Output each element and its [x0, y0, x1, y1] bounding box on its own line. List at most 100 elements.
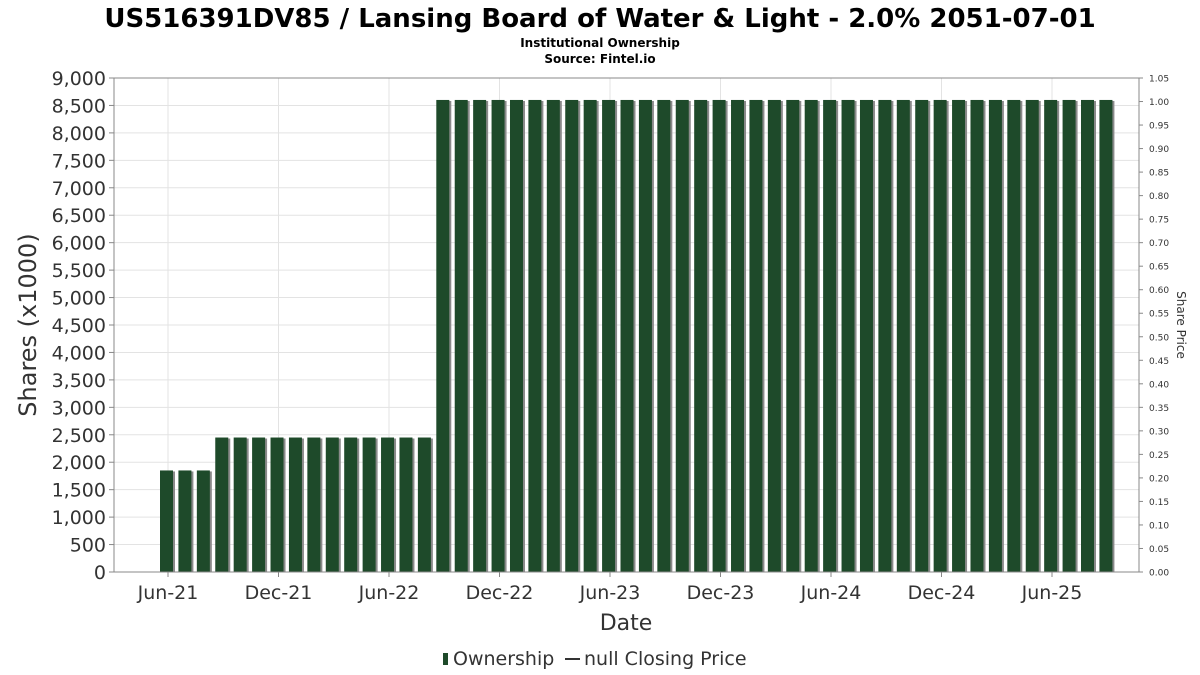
bar — [1025, 99, 1039, 572]
bar — [712, 99, 726, 572]
x-tick-label: Jun-22 — [358, 582, 420, 604]
y-tick-label: 1,500 — [52, 480, 106, 502]
y2-tick-label: 0.55 — [1149, 310, 1169, 320]
bar — [344, 437, 358, 572]
y-axis-label: Shares (x1000) — [14, 233, 42, 416]
y2-tick-label: 0.85 — [1149, 169, 1169, 179]
bar — [1081, 99, 1094, 572]
bar — [859, 99, 873, 572]
bars-group — [160, 99, 1115, 572]
bar — [288, 437, 302, 572]
bar — [436, 99, 450, 572]
x-tick-label: Dec-22 — [466, 582, 534, 604]
bar — [1062, 99, 1076, 572]
chart-source: Source: Fintel.io — [544, 52, 655, 66]
y2-tick-label: 0.25 — [1149, 451, 1169, 461]
bar — [749, 99, 763, 572]
bar — [620, 99, 634, 572]
bar — [399, 437, 413, 572]
bar — [583, 99, 597, 572]
x-tick-label: Jun-24 — [800, 582, 862, 604]
bar — [1099, 99, 1113, 572]
bar — [970, 99, 984, 572]
bar — [509, 99, 523, 572]
y2-axis-label: Share Price — [1174, 291, 1188, 359]
y-tick-label: 8,000 — [52, 123, 106, 145]
y-tick-label: 9,000 — [52, 68, 106, 90]
y-tick-label: 8,500 — [52, 95, 106, 117]
x-tick-label: Dec-24 — [908, 582, 976, 604]
bar — [325, 437, 339, 572]
bar — [878, 99, 892, 572]
bar — [362, 437, 376, 572]
bar — [988, 99, 1002, 572]
y-tick-label: 3,000 — [52, 397, 106, 419]
bar — [565, 99, 579, 572]
y2-tick-label: 0.80 — [1149, 192, 1169, 202]
bar — [1044, 99, 1058, 572]
bar — [473, 99, 487, 572]
y-tick-label: 6,500 — [52, 205, 106, 227]
y2-tick-label: 0.05 — [1149, 545, 1169, 555]
bar — [196, 470, 210, 572]
y2-tick-label: 1.05 — [1149, 75, 1169, 85]
x-tick-label: Dec-21 — [245, 582, 313, 604]
x-tick-label: Dec-23 — [687, 582, 755, 604]
bar — [694, 99, 708, 572]
y-tick-label: 1,000 — [52, 507, 106, 529]
x-tick-label: Jun-21 — [137, 582, 199, 604]
y-tick-label: 0 — [94, 562, 106, 584]
y-tick-label: 5,000 — [52, 288, 106, 310]
bar — [528, 99, 542, 572]
legend-ownership-swatch — [443, 653, 448, 665]
bar — [491, 99, 505, 572]
x-axis-ticks: Jun-21 Dec-21 Jun-22 Dec-22 Jun-23 Dec-23 Jun-… — [137, 572, 1083, 604]
bar — [307, 437, 321, 572]
y2-tick-label: 0.75 — [1149, 216, 1169, 226]
bar — [215, 437, 229, 572]
y-tick-label: 2,000 — [52, 452, 106, 474]
y2-tick-label: 0.90 — [1149, 145, 1169, 155]
bar — [823, 99, 837, 572]
y-tick-label: 3,500 — [52, 370, 106, 392]
y-tick-label: 7,000 — [52, 178, 106, 200]
chart-subtitle: Institutional Ownership — [520, 36, 680, 50]
bar — [767, 99, 781, 572]
bar — [841, 99, 855, 572]
x-axis-label: Date — [600, 611, 653, 636]
y-axis-ticks: 0 500 1,000 1,500 2,000 2,500 3,000 3,500 4,000 4… — [52, 68, 114, 584]
y2-tick-label: 0.40 — [1149, 380, 1169, 390]
y2-tick-label: 0.15 — [1149, 498, 1169, 508]
y2-tick-label: 0.65 — [1149, 263, 1169, 273]
y2-tick-label: 0.00 — [1149, 569, 1169, 579]
chart-title: US516391DV85 / Lansing Board of Water & … — [104, 4, 1095, 34]
bar — [270, 437, 284, 572]
bar — [252, 437, 266, 572]
bar — [675, 99, 689, 572]
bar — [952, 99, 966, 572]
y-tick-label: 6,000 — [52, 233, 106, 255]
bar — [638, 99, 652, 572]
x-tick-label: Jun-25 — [1021, 582, 1083, 604]
y2-tick-label: 0.45 — [1149, 357, 1169, 367]
y2-tick-label: 0.60 — [1149, 286, 1169, 296]
y-tick-label: 500 — [70, 535, 106, 557]
y-tick-label: 7,500 — [52, 150, 106, 172]
bar — [804, 99, 818, 572]
bar — [417, 437, 431, 572]
bar — [786, 99, 800, 572]
legend-ownership-label: Ownership — [453, 648, 554, 670]
y2-tick-label: 1.00 — [1149, 98, 1169, 108]
y2-tick-label: 0.35 — [1149, 404, 1169, 414]
bar — [657, 99, 671, 572]
y2-tick-label: 0.10 — [1149, 521, 1169, 531]
y-tick-label: 2,500 — [52, 425, 106, 447]
y2-tick-label: 0.50 — [1149, 333, 1169, 343]
bar — [1007, 99, 1021, 572]
legend: Ownership null Closing Price — [443, 648, 747, 670]
bar — [896, 99, 910, 572]
y2-tick-label: 0.30 — [1149, 427, 1169, 437]
legend-price-label: null Closing Price — [584, 648, 747, 670]
bar — [178, 470, 192, 572]
